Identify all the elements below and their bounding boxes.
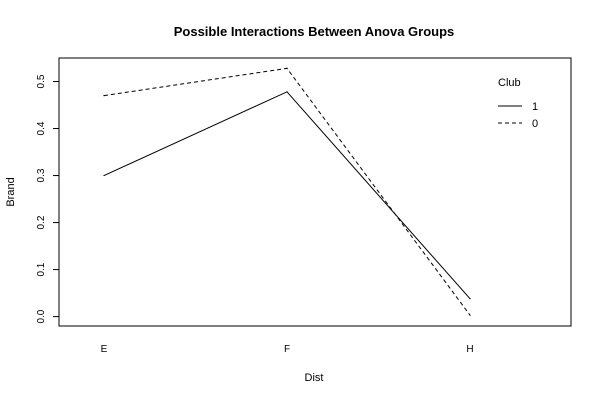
y-tick-label: 0.2 bbox=[36, 215, 47, 229]
x-tick-label: F bbox=[284, 344, 290, 355]
plot-frame bbox=[58, 57, 572, 327]
x-tick-label: E bbox=[101, 344, 108, 355]
legend-label-0: 0 bbox=[532, 118, 538, 130]
data-point-0-H bbox=[469, 314, 471, 316]
data-point-0-F bbox=[286, 67, 288, 69]
x-axis-title: Dist bbox=[305, 372, 324, 384]
y-tick-label: 0.1 bbox=[36, 262, 47, 276]
data-point-0-E bbox=[103, 95, 105, 97]
y-tick-label: 0.3 bbox=[36, 168, 47, 182]
x-tick-label: H bbox=[466, 344, 473, 355]
legend-label-1: 1 bbox=[532, 101, 538, 113]
legend: Club 1 0 bbox=[498, 77, 538, 130]
y-tick-label: 0.5 bbox=[36, 74, 47, 88]
data-point-1-F bbox=[286, 91, 288, 93]
y-tick-label: 0.0 bbox=[36, 309, 47, 323]
chart-title: Possible Interactions Between Anova Grou… bbox=[174, 24, 455, 39]
data-point-1-H bbox=[469, 298, 471, 300]
y-tick-label: 0.4 bbox=[36, 121, 47, 135]
y-axis: 0.0 0.1 0.2 0.3 0.4 0.5 bbox=[36, 74, 60, 324]
data-point-1-E bbox=[103, 174, 105, 177]
series-line-1 bbox=[103, 91, 471, 300]
series-layer bbox=[103, 67, 471, 316]
legend-title: Club bbox=[498, 77, 521, 89]
series-line-0 bbox=[103, 67, 471, 316]
y-axis-title: Brand bbox=[5, 177, 17, 206]
